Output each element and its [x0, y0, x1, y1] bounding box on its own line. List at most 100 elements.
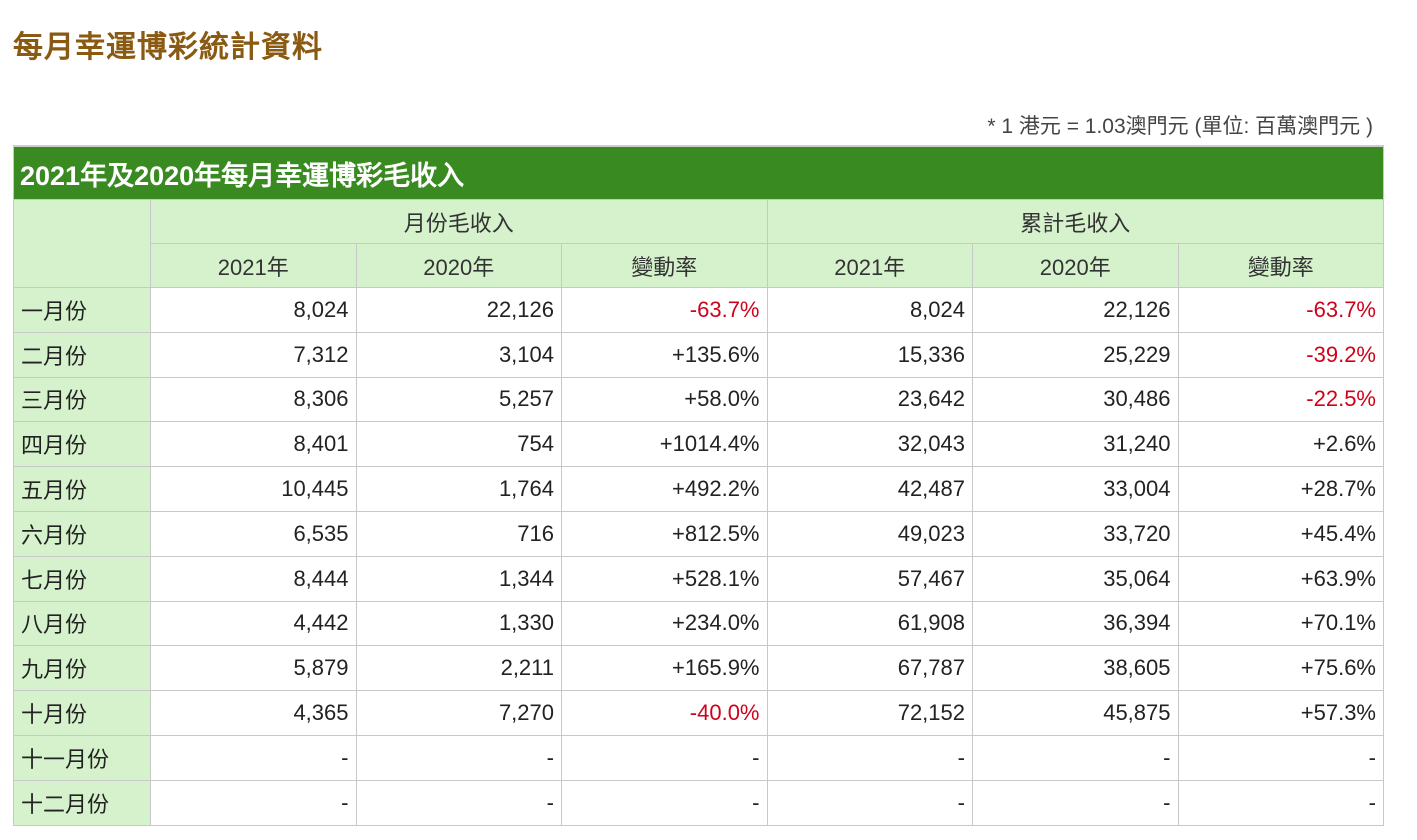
value-cell: 38,605 [972, 645, 1179, 692]
month-label: 三月份 [13, 376, 151, 423]
value-cell: 3,104 [355, 331, 562, 378]
month-label: 八月份 [13, 600, 151, 647]
value-cell: 8,444 [150, 555, 357, 602]
value-cell: -63.7% [561, 287, 768, 333]
table-row: 八月份 4,442 1,330 +234.0% 61,908 36,394 +70.1% [13, 600, 1384, 647]
value-cell: +492.2% [561, 466, 768, 512]
month-label: 七月份 [13, 555, 151, 602]
value-cell: 4,365 [150, 690, 357, 736]
table-row: 五月份 10,445 1,764 +492.2% 42,487 33,004 +28.7% [13, 466, 1384, 512]
table-row: 七月份 8,444 1,344 +528.1% 57,467 35,064 +63.9% [13, 555, 1384, 602]
value-cell: +1014.4% [561, 421, 768, 468]
value-cell: 31,240 [972, 421, 1179, 468]
column-header: 2020年 [355, 243, 562, 288]
table-row: 一月份 8,024 22,126 -63.7% 8,024 22,126 -63.7% [13, 287, 1384, 333]
currency-note: * 1 港元 = 1.03澳門元 (單位: 百萬澳門元 ) [987, 115, 1373, 138]
value-cell: 4,442 [150, 600, 357, 647]
value-cell: - [1177, 779, 1384, 826]
value-cell: 45,875 [972, 690, 1179, 736]
month-label: 十月份 [13, 690, 151, 736]
value-cell: - [561, 779, 768, 826]
group-header-monthly: 月份毛收入 [150, 199, 768, 244]
value-cell: +28.7% [1177, 466, 1384, 512]
value-cell: - [766, 779, 973, 826]
value-cell: 22,126 [355, 287, 562, 333]
column-header: 變動率 [561, 243, 768, 288]
value-cell: 30,486 [972, 376, 1179, 423]
value-cell: 67,787 [766, 645, 973, 692]
month-label: 四月份 [13, 421, 151, 468]
value-cell: 754 [355, 421, 562, 468]
month-label: 六月份 [13, 510, 151, 557]
value-cell: 49,023 [766, 510, 973, 557]
value-cell: 35,064 [972, 555, 1179, 602]
value-cell: 72,152 [766, 690, 973, 736]
month-label: 十一月份 [13, 734, 151, 781]
table-row: 六月份 6,535 716 +812.5% 49,023 33,720 +45.4% [13, 510, 1384, 557]
value-cell: +58.0% [561, 376, 768, 423]
value-cell: 2,211 [355, 645, 562, 692]
value-cell: 33,004 [972, 466, 1179, 512]
value-cell: - [355, 779, 562, 826]
page-title: 每月幸運博彩統計資料 [13, 31, 323, 64]
value-cell: 61,908 [766, 600, 973, 647]
value-cell: - [355, 734, 562, 781]
table-row: 三月份 8,306 5,257 +58.0% 23,642 30,486 -22.5% [13, 376, 1384, 423]
month-label: 二月份 [13, 331, 151, 378]
column-header: 變動率 [1177, 243, 1384, 288]
value-cell: +63.9% [1177, 555, 1384, 602]
value-cell: 6,535 [150, 510, 357, 557]
value-cell: - [766, 734, 973, 781]
value-cell: 8,401 [150, 421, 357, 468]
value-cell: +812.5% [561, 510, 768, 557]
month-label: 一月份 [13, 287, 151, 333]
table-row: 十二月份 - - - - - - [13, 779, 1384, 826]
value-cell: +75.6% [1177, 645, 1384, 692]
value-cell: 22,126 [972, 287, 1179, 333]
value-cell: - [150, 734, 357, 781]
value-cell: - [1177, 734, 1384, 781]
table-row: 十月份 4,365 7,270 -40.0% 72,152 45,875 +57.3% [13, 690, 1384, 736]
table-caption: 2021年及2020年每月幸運博彩毛收入 [13, 145, 1384, 200]
value-cell: - [972, 779, 1179, 826]
value-cell: 36,394 [972, 600, 1179, 647]
value-cell: 5,257 [355, 376, 562, 423]
value-cell: 5,879 [150, 645, 357, 692]
value-cell: +165.9% [561, 645, 768, 692]
column-header: 2021年 [766, 243, 973, 288]
value-cell: 32,043 [766, 421, 973, 468]
group-header-cumulative: 累計毛收入 [766, 199, 1384, 244]
value-cell: +70.1% [1177, 600, 1384, 647]
value-cell: +45.4% [1177, 510, 1384, 557]
value-cell: 25,229 [972, 331, 1179, 378]
value-cell: 8,024 [766, 287, 973, 333]
value-cell: -40.0% [561, 690, 768, 736]
value-cell: +2.6% [1177, 421, 1384, 468]
value-cell: +135.6% [561, 331, 768, 378]
value-cell: 7,312 [150, 331, 357, 378]
value-cell: +234.0% [561, 600, 768, 647]
value-cell: 8,306 [150, 376, 357, 423]
month-label: 十二月份 [13, 779, 151, 826]
table-row: 二月份 7,312 3,104 +135.6% 15,336 25,229 -39.2% [13, 331, 1384, 378]
value-cell: 716 [355, 510, 562, 557]
value-cell: - [150, 779, 357, 826]
month-header [13, 199, 151, 288]
value-cell: 1,344 [355, 555, 562, 602]
value-cell: -39.2% [1177, 331, 1384, 378]
value-cell: 10,445 [150, 466, 357, 512]
month-label: 五月份 [13, 466, 151, 512]
value-cell: +57.3% [1177, 690, 1384, 736]
gaming-revenue-table: 2021年及2020年每月幸運博彩毛收入 月份毛收入 累計毛收入 2021年 20… [13, 145, 1384, 826]
value-cell: 42,487 [766, 466, 973, 512]
column-header: 2020年 [972, 243, 1179, 288]
value-cell: - [561, 734, 768, 781]
value-cell: 1,764 [355, 466, 562, 512]
table-row: 九月份 5,879 2,211 +165.9% 67,787 38,605 +75.6% [13, 645, 1384, 692]
value-cell: 57,467 [766, 555, 973, 602]
value-cell: 1,330 [355, 600, 562, 647]
value-cell: -63.7% [1177, 287, 1384, 333]
value-cell: 23,642 [766, 376, 973, 423]
value-cell: - [972, 734, 1179, 781]
value-cell: 7,270 [355, 690, 562, 736]
